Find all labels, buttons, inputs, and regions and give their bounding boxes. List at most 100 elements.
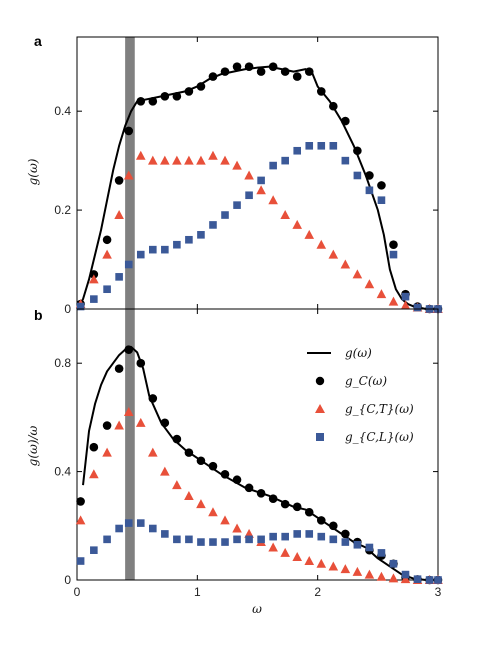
point-gCT (340, 564, 351, 574)
point-gCL (293, 530, 302, 538)
point-gCT (135, 417, 146, 427)
point-gC (268, 62, 278, 71)
point-gC (329, 521, 338, 531)
point-gCT (184, 490, 194, 500)
legend-label-gC: g_C(ω) (345, 374, 387, 388)
point-gCL (281, 532, 289, 541)
y-tick-label: 0.4 (54, 465, 71, 479)
point-gCL (136, 519, 145, 527)
point-gCL (173, 535, 181, 544)
y-tick-label: 0.8 (54, 356, 71, 370)
point-gCT (400, 300, 411, 310)
point-gCT (89, 274, 99, 284)
point-gCT (364, 569, 375, 579)
point-gC (304, 507, 314, 517)
point-gCL (257, 535, 265, 544)
point-gC (316, 516, 326, 525)
point-gCT (256, 185, 266, 195)
point-gC (184, 448, 194, 457)
point-gCL (293, 146, 302, 155)
point-gC (102, 235, 112, 245)
point-gCT (160, 466, 170, 476)
point-gCT (340, 259, 351, 269)
point-gCL (161, 245, 169, 254)
point-gC (220, 470, 230, 479)
point-gC (208, 461, 218, 471)
point-gCT (123, 406, 134, 416)
point-gC (124, 345, 134, 354)
point-gCL (377, 549, 386, 557)
point-gCL (124, 519, 133, 527)
point-gCL (269, 161, 277, 170)
point-gCL (233, 535, 241, 544)
point-gCL (341, 538, 350, 546)
panel-a-letter: a (34, 33, 42, 49)
point-gC (184, 87, 194, 96)
point-gCL (103, 285, 111, 294)
point-gCL (389, 250, 398, 259)
point-gCL (281, 156, 289, 165)
point-gCL (149, 524, 157, 533)
point-gCT (102, 249, 112, 259)
point-gCL (425, 576, 434, 584)
point-gCL (401, 570, 410, 579)
point-gCT (232, 160, 242, 170)
legend-square-marker (316, 433, 324, 441)
point-gC (148, 394, 158, 403)
point-gC (389, 240, 398, 250)
point-gCL (257, 176, 265, 185)
point-gC (256, 488, 266, 498)
point-gCT (304, 556, 315, 566)
point-gCT (316, 558, 327, 568)
plot-frame (76, 308, 439, 581)
point-gCT (135, 150, 146, 160)
point-gCL (76, 557, 85, 565)
point-gC (220, 67, 230, 76)
point-gC (102, 421, 112, 430)
point-gC (114, 364, 124, 373)
point-gC (316, 87, 326, 96)
x-tick-label: 3 (435, 585, 442, 599)
point-gCT (388, 296, 399, 306)
point-gCT (328, 561, 339, 571)
point-gCL (389, 559, 398, 568)
point-gCL (209, 538, 217, 546)
point-gCT (123, 170, 134, 180)
panel-b-ylabel: g(ω)/ω (26, 425, 40, 466)
point-gCT (160, 155, 170, 165)
point-gCL (317, 532, 326, 541)
point-gCT (292, 219, 303, 229)
panel-b-xlabel: ω (252, 602, 262, 616)
y-tick-label: 0 (64, 573, 71, 587)
point-gC (256, 67, 266, 76)
point-gCL (413, 303, 422, 312)
point-gCT (292, 551, 303, 561)
x-tick-label: 2 (314, 585, 321, 599)
point-gC (160, 92, 170, 101)
point-gC (76, 497, 85, 506)
point-gCT (328, 249, 339, 259)
point-gC (172, 92, 182, 101)
point-gCL (136, 250, 145, 259)
point-gC (353, 146, 362, 156)
point-gCL (401, 292, 410, 301)
point-gC (114, 176, 124, 185)
point-gCL (103, 535, 111, 544)
y-tick-label: 0.4 (54, 104, 71, 118)
point-gCT (172, 480, 182, 490)
legend-triangle-marker (315, 404, 325, 413)
point-gC (268, 494, 278, 504)
point-gC (196, 456, 206, 466)
point-gCL (269, 532, 277, 541)
point-gCT (244, 170, 254, 180)
point-gC (136, 96, 146, 106)
point-gC (280, 499, 290, 509)
point-gCT (400, 574, 411, 584)
point-gC (341, 116, 350, 126)
y-tick-label: 0 (64, 302, 71, 316)
point-gCT (89, 469, 99, 479)
point-gCT (102, 447, 112, 457)
point-gCL (365, 543, 374, 552)
point-gCT (268, 195, 278, 205)
